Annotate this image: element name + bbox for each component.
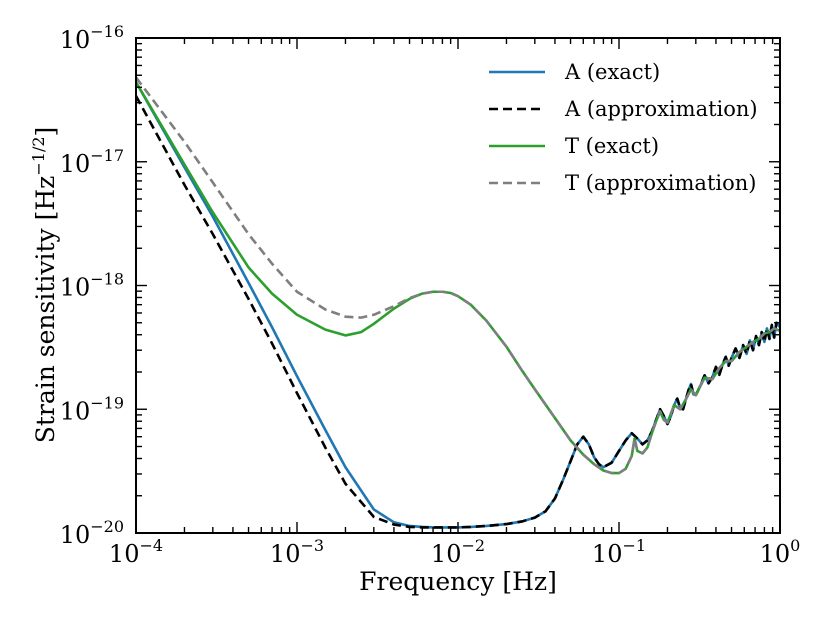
y-tick-label: 10−20 [60,517,124,549]
legend-label-4: T (approximation) [565,171,756,195]
y-tick-label-exponent: −19 [90,393,124,412]
legend: A (exact) A (approximation) T (exact) T (ap… [489,60,758,195]
series-layer [136,76,780,529]
tick-labels-layer: 10−4 10−3 10−2 10−1 10010−2010−1910−1810−171… [60,22,801,568]
series-line-2 [136,95,780,529]
x-tick-label: 100 [760,536,801,568]
x-tick-label: 10−1 [592,536,646,568]
x-tick-label-base: 10 [109,540,140,568]
y-tick-label-base: 10 [60,26,91,54]
x-axis-label: Frequency [Hz] [359,567,557,596]
y-axis-label: Strain sensitivity [Hz−1/2] [29,127,60,444]
y-tick-label: 10−16 [60,22,124,54]
x-tick-label: 10−3 [270,536,324,568]
x-tick-label-exponent: −3 [300,536,324,555]
series-line-4 [136,76,780,475]
y-axis-label-close: ] [31,127,60,137]
y-tick-label: 10−18 [60,270,124,302]
x-tick-label-base: 10 [431,540,462,568]
y-tick-label-exponent: −16 [90,22,124,41]
legend-label-1: A (exact) [564,60,660,84]
x-tick-label-exponent: 0 [790,536,800,555]
y-axis-label-exponent: −1/2 [29,136,48,175]
y-tick-label-exponent: −17 [90,146,124,165]
x-tick-label-exponent: −2 [461,536,485,555]
y-tick-label-exponent: −20 [90,517,124,536]
x-tick-label-exponent: −4 [139,536,163,555]
x-tick-label-base: 10 [592,540,623,568]
x-tick-label-base: 10 [270,540,301,568]
x-tick-label-exponent: −1 [622,536,646,555]
x-tick-label: 10−2 [431,536,485,568]
plot-frame [135,37,781,534]
series-line-3 [136,81,780,475]
legend-label-2: A (approximation) [564,97,758,121]
y-tick-label-base: 10 [60,521,91,549]
y-tick-label-exponent: −18 [90,270,124,289]
series-line-1 [136,81,780,529]
x-tick-label-base: 10 [760,540,791,568]
y-tick-label: 10−17 [60,146,124,178]
x-tick-label: 10−4 [109,536,163,568]
y-tick-label-base: 10 [60,397,91,425]
y-tick-label-base: 10 [60,274,91,302]
y-tick-label-base: 10 [60,150,91,178]
y-axis-label-main: Strain sensitivity [Hz [31,176,60,444]
legend-label-3: T (exact) [565,134,659,158]
y-tick-label: 10−19 [60,393,124,425]
